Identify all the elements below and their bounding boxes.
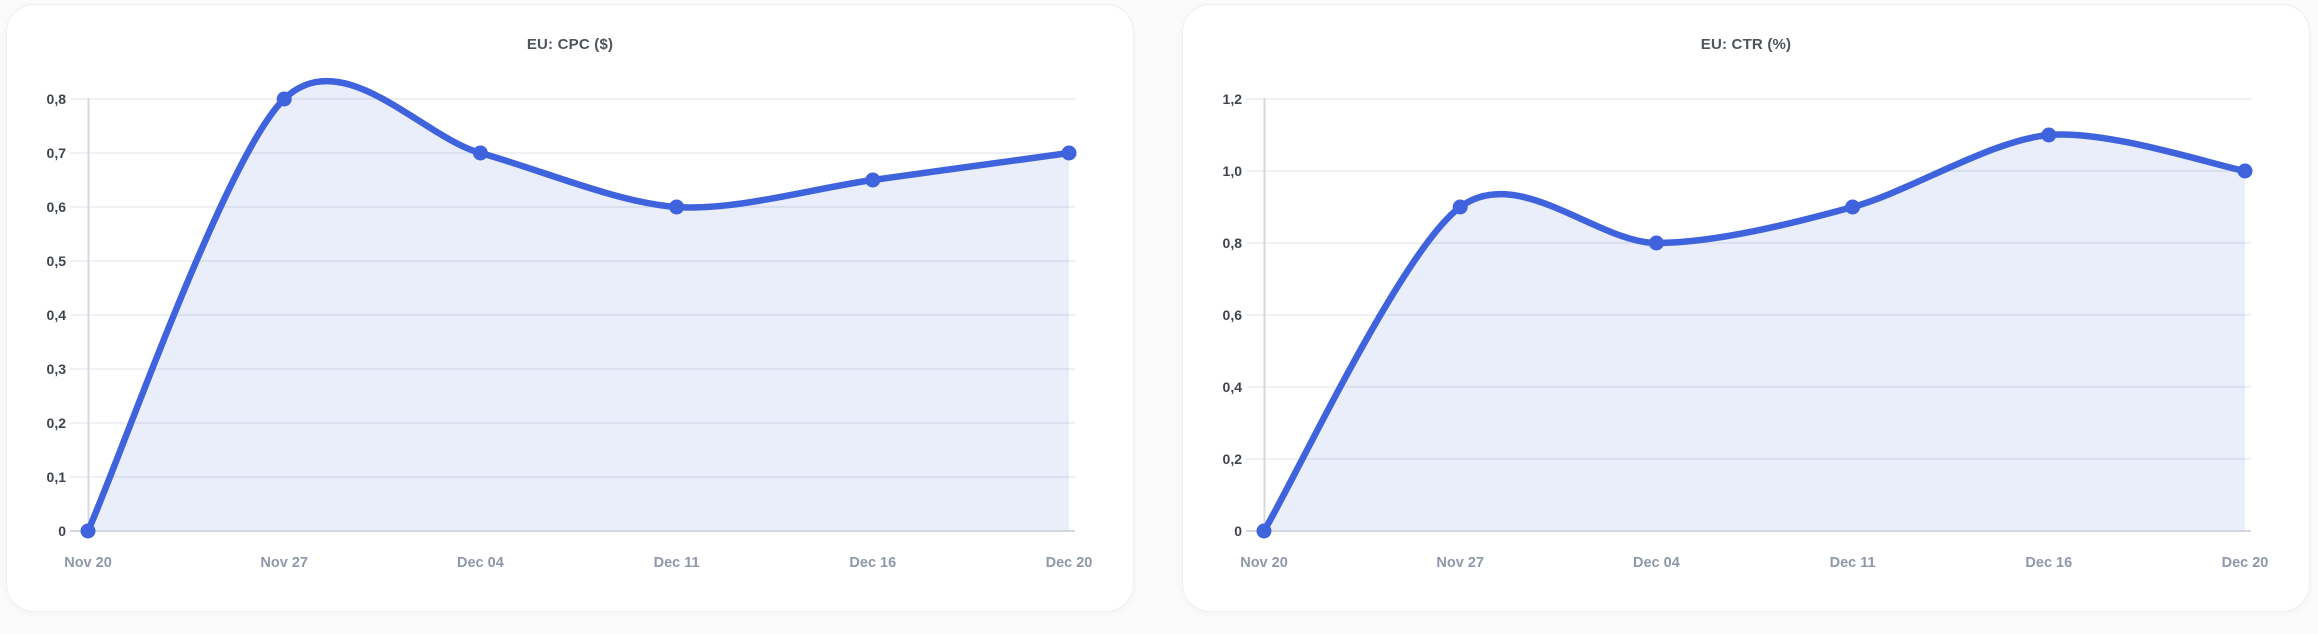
x-tick-label: Dec 04 [457,555,504,571]
series-line [1260,131,2249,535]
x-tick-label: Dec 04 [1633,555,1680,571]
x-tick-label: Dec 16 [2025,555,2072,571]
series-area [88,81,1069,531]
y-tick-label: 0,3 [47,361,67,377]
ctr-chart-canvas[interactable]: 0 0,2 0,4 0,6 0,8 1,0 1,2 Nov 20 Nov 27 Dec 04 Dec… [1183,5,2311,613]
x-tick-label: Dec 20 [2222,555,2269,571]
x-tick-label: Dec 11 [1830,555,1876,571]
series-area [1264,134,2245,532]
cpc-chart-canvas[interactable]: 0 0,1 0,2 0,3 0,4 0,5 0,6 0,7 0,8 Nov 20 Nov 27 Dec… [7,5,1135,613]
cpc-chart-card: 0 0,1 0,2 0,3 0,4 0,5 0,6 0,7 0,8 Nov 20 Nov 27 Dec… [6,4,1134,612]
x-tick-label: Dec 16 [849,555,896,571]
y-tick-label: 0,8 [1223,235,1243,251]
y-tick-label: 0 [1234,523,1242,539]
x-tick-label: Nov 27 [1436,555,1484,571]
cpc-chart-title: EU: CPC ($) [526,36,614,53]
x-tick-label: Nov 20 [64,555,112,571]
x-tick-label: Dec 11 [654,555,700,571]
y-tick-label: 0,1 [47,469,67,485]
ctr-chart-title: EU: CTR (%) [1700,36,1792,53]
y-tick-label: 0,8 [47,91,67,107]
y-tick-label: 0,7 [47,145,67,161]
ctr-chart-card: 0 0,2 0,4 0,6 0,8 1,0 1,2 Nov 20 Nov 27 Dec 04 Dec… [1182,4,2310,612]
charts-row: 0 0,1 0,2 0,3 0,4 0,5 0,6 0,7 0,8 Nov 20 Nov 27 Dec… [6,4,2310,612]
y-tick-label: 0 [58,523,66,539]
y-tick-label: 1,0 [1223,163,1243,179]
x-tick-label: Nov 27 [260,555,308,571]
y-tick-label: 0,2 [1223,451,1243,467]
y-tick-label: 1,2 [1223,91,1243,107]
y-tick-label: 0,4 [1223,379,1243,395]
y-tick-label: 0,2 [47,415,67,431]
y-tick-label: 0,6 [1223,307,1243,323]
x-tick-label: Nov 20 [1240,555,1288,571]
y-tick-label: 0,6 [47,199,67,215]
series-line [84,77,1073,535]
y-tick-label: 0,5 [47,253,67,269]
y-tick-label: 0,4 [47,307,67,323]
x-tick-label: Dec 20 [1046,555,1093,571]
